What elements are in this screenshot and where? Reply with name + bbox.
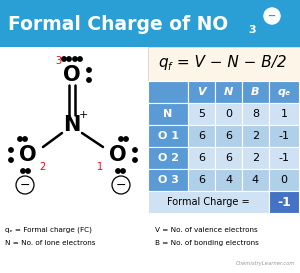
Circle shape — [119, 137, 123, 141]
Text: B: B — [251, 87, 260, 97]
Text: N: N — [63, 115, 81, 135]
Text: ChemistryLearner.com: ChemistryLearner.com — [236, 260, 295, 266]
Text: N = No. of lone electrons: N = No. of lone electrons — [5, 240, 95, 246]
Text: 3: 3 — [248, 25, 256, 35]
FancyBboxPatch shape — [148, 81, 188, 103]
Circle shape — [116, 169, 120, 173]
Text: 2: 2 — [252, 153, 259, 163]
Text: 6: 6 — [225, 153, 232, 163]
Circle shape — [133, 148, 137, 152]
Text: -1: -1 — [277, 195, 291, 209]
Text: 4: 4 — [225, 175, 232, 185]
Circle shape — [18, 137, 22, 141]
Circle shape — [67, 57, 71, 61]
Text: 0: 0 — [280, 175, 287, 185]
FancyBboxPatch shape — [215, 103, 242, 125]
Text: 1: 1 — [280, 109, 287, 119]
FancyBboxPatch shape — [148, 47, 300, 81]
Text: N: N — [224, 87, 233, 97]
FancyBboxPatch shape — [215, 125, 242, 147]
Text: O 3: O 3 — [158, 175, 178, 185]
FancyBboxPatch shape — [269, 191, 299, 213]
FancyBboxPatch shape — [242, 125, 269, 147]
Text: 2: 2 — [252, 131, 259, 141]
FancyBboxPatch shape — [269, 81, 299, 103]
FancyBboxPatch shape — [269, 125, 299, 147]
Circle shape — [78, 57, 82, 61]
FancyBboxPatch shape — [242, 169, 269, 191]
FancyBboxPatch shape — [148, 169, 188, 191]
Text: 8: 8 — [252, 109, 259, 119]
Text: V: V — [197, 87, 206, 97]
Text: 5: 5 — [198, 109, 205, 119]
Text: N: N — [164, 109, 172, 119]
Text: −: − — [116, 179, 126, 191]
Circle shape — [124, 137, 128, 141]
FancyBboxPatch shape — [242, 147, 269, 169]
FancyBboxPatch shape — [269, 103, 299, 125]
Text: 6: 6 — [198, 175, 205, 185]
Text: -1: -1 — [278, 131, 290, 141]
Circle shape — [9, 158, 13, 162]
Text: O: O — [109, 145, 127, 165]
Text: 3: 3 — [55, 56, 61, 66]
Circle shape — [16, 176, 34, 194]
FancyBboxPatch shape — [215, 81, 242, 103]
Text: Formal Charge of NO: Formal Charge of NO — [8, 14, 228, 34]
FancyBboxPatch shape — [215, 169, 242, 191]
Text: f: f — [167, 62, 170, 72]
Circle shape — [21, 169, 25, 173]
Text: qₑ = Formal charge (FC): qₑ = Formal charge (FC) — [5, 227, 92, 233]
Circle shape — [87, 68, 91, 72]
Circle shape — [62, 57, 66, 61]
Text: 1: 1 — [97, 162, 103, 172]
FancyBboxPatch shape — [148, 191, 269, 213]
Circle shape — [73, 57, 77, 61]
FancyBboxPatch shape — [242, 103, 269, 125]
FancyBboxPatch shape — [188, 125, 215, 147]
Text: O 1: O 1 — [158, 131, 178, 141]
Circle shape — [133, 158, 137, 162]
Text: = V − N − B/2: = V − N − B/2 — [172, 55, 286, 70]
FancyBboxPatch shape — [188, 147, 215, 169]
Text: O 2: O 2 — [158, 153, 178, 163]
FancyBboxPatch shape — [0, 0, 300, 47]
Circle shape — [112, 176, 130, 194]
FancyBboxPatch shape — [215, 147, 242, 169]
Text: q: q — [158, 55, 168, 70]
Text: +: + — [78, 110, 88, 120]
Circle shape — [9, 148, 13, 152]
FancyBboxPatch shape — [188, 81, 215, 103]
FancyBboxPatch shape — [148, 125, 188, 147]
Text: qₑ: qₑ — [277, 87, 291, 97]
Text: 6: 6 — [198, 153, 205, 163]
Text: 2: 2 — [39, 162, 45, 172]
Circle shape — [264, 8, 280, 24]
Text: O: O — [63, 65, 81, 85]
Text: -1: -1 — [278, 153, 290, 163]
Text: Formal Charge =: Formal Charge = — [167, 197, 250, 207]
FancyBboxPatch shape — [148, 103, 188, 125]
Text: 0: 0 — [225, 109, 232, 119]
FancyBboxPatch shape — [242, 81, 269, 103]
Text: B = No. of bonding electrons: B = No. of bonding electrons — [155, 240, 259, 246]
Text: V = No. of valence electrons: V = No. of valence electrons — [155, 227, 258, 233]
FancyBboxPatch shape — [148, 147, 188, 169]
Text: O: O — [19, 145, 37, 165]
Circle shape — [87, 78, 91, 82]
Circle shape — [26, 169, 30, 173]
Circle shape — [121, 169, 125, 173]
FancyBboxPatch shape — [188, 169, 215, 191]
Text: 6: 6 — [198, 131, 205, 141]
Text: 4: 4 — [252, 175, 259, 185]
Text: −: − — [268, 11, 276, 21]
FancyBboxPatch shape — [269, 169, 299, 191]
Text: −: − — [20, 179, 30, 191]
FancyBboxPatch shape — [269, 147, 299, 169]
Text: 6: 6 — [225, 131, 232, 141]
Circle shape — [23, 137, 27, 141]
FancyBboxPatch shape — [188, 103, 215, 125]
